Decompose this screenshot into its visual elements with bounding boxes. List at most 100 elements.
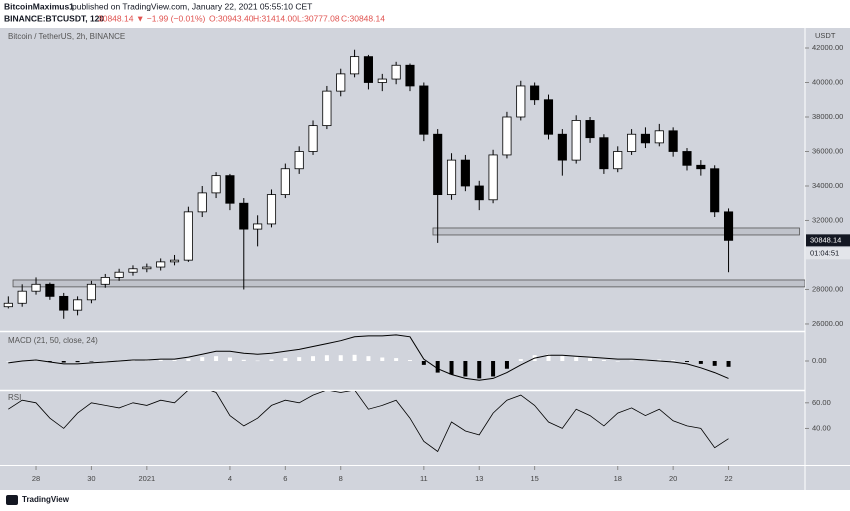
histogram-bar (477, 361, 482, 379)
histogram-bar (684, 361, 689, 362)
ohlc-low: L:30777.08 (297, 13, 340, 23)
macd-title: MACD (21, 50, close, 24) (8, 336, 98, 345)
histogram-bar (601, 360, 606, 361)
x-tick-label: 13 (475, 474, 483, 483)
x-tick-label: 18 (614, 474, 622, 483)
histogram-bar (407, 360, 412, 361)
candle-body (86, 283, 96, 301)
candle-body (654, 130, 664, 144)
histogram-bar (546, 354, 551, 361)
histogram-bar (324, 355, 329, 361)
x-tick-label: 6 (283, 474, 287, 483)
histogram-bar (449, 361, 454, 375)
histogram-bar (574, 357, 579, 361)
y-axis-label: USDT (815, 31, 836, 40)
symbol: BINANCE:BTCUSDT, 120 (4, 13, 104, 23)
candle-body (585, 120, 595, 139)
histogram-bar (61, 361, 66, 363)
candle-body (682, 151, 692, 166)
x-tick-label: 30 (87, 474, 95, 483)
candle-body (640, 133, 650, 144)
candle-body (73, 299, 83, 311)
candle-body (710, 168, 720, 213)
histogram-bar (283, 358, 288, 361)
x-tick-label: 4 (228, 474, 232, 483)
y-tick-label: 36000.00 (812, 146, 843, 155)
candle-body (488, 154, 498, 201)
histogram-bar (255, 360, 260, 362)
histogram-bar (172, 360, 177, 361)
rsi-pane (8, 391, 729, 453)
histogram-bar (338, 355, 343, 361)
candle-body (294, 151, 304, 170)
histogram-bar (34, 360, 39, 361)
last-price-box (806, 234, 850, 247)
macd-pane (6, 334, 731, 381)
last-price: 30848.14 (98, 13, 134, 23)
histogram-bar (200, 357, 205, 361)
candle-body (59, 295, 69, 311)
candle-body (239, 202, 249, 230)
last-price-label: 30848.14 (810, 235, 841, 244)
candle-body (474, 185, 484, 201)
histogram-bar (726, 361, 731, 367)
y-tick-label: 26000.00 (812, 319, 843, 328)
candle-body (668, 130, 678, 152)
histogram-bar (366, 356, 371, 361)
published-note: published on TradingView.com, January 22… (72, 1, 312, 11)
histogram-bar (657, 359, 662, 361)
candle-body (627, 133, 637, 152)
histogram-bar (463, 361, 468, 377)
axes: 26000.00 28000.00 32000.00 34000.00 36000.00… (32, 43, 850, 483)
candle-body (419, 85, 429, 135)
candle-body (723, 211, 734, 241)
candle-body (599, 137, 609, 170)
publisher: BitcoinMaximus1 (4, 1, 74, 11)
histogram-bar (394, 358, 399, 361)
candle-body (530, 85, 540, 101)
x-tick-label: 28 (32, 474, 40, 483)
histogram-bar (643, 360, 648, 361)
rsi-title: RSI (8, 393, 21, 402)
histogram-bar (560, 356, 565, 361)
x-tick-label: 2021 (138, 474, 155, 483)
candle-body (336, 73, 346, 92)
x-tick-label: 8 (339, 474, 343, 483)
histogram-bar (214, 356, 219, 361)
support-zone (432, 227, 800, 236)
histogram-bar (491, 361, 496, 377)
candle-body (280, 168, 290, 196)
candle-body (433, 133, 443, 196)
brand-logo: TradingView (6, 495, 70, 505)
chart-title: Bitcoin / TetherUS, 2h, BINANCE (8, 32, 125, 41)
histogram-bar (435, 361, 440, 373)
y-tick-label: 34000.00 (812, 181, 843, 190)
histogram-bar (103, 360, 108, 362)
histogram-bar (698, 361, 703, 364)
histogram-bar (712, 361, 717, 366)
histogram-bar (144, 360, 149, 361)
candle-body (363, 56, 373, 83)
histogram-bar (504, 361, 509, 369)
histogram-bar (588, 358, 593, 361)
histogram-bar (47, 361, 52, 362)
brand: TradingView (22, 495, 70, 504)
histogram-bar (269, 359, 274, 361)
y-tick-label: 40000.00 (812, 77, 843, 86)
candle-body (17, 290, 27, 304)
candle-body (253, 223, 263, 230)
candle-body (405, 64, 415, 87)
y-tick-label: 32000.00 (812, 215, 843, 224)
candle-body (696, 164, 706, 170)
candle-body (543, 99, 554, 135)
histogram-bar (629, 360, 634, 362)
histogram-bar (352, 354, 357, 361)
ohlc-close: C:30848.14 (341, 13, 385, 23)
histogram-bar (75, 361, 80, 363)
x-tick-label: 22 (724, 474, 732, 483)
y-tick-label: 28000.00 (812, 284, 843, 293)
candle-body (516, 85, 526, 118)
histogram-bar (311, 356, 316, 361)
y-tick-label: 0.00 (812, 356, 827, 365)
